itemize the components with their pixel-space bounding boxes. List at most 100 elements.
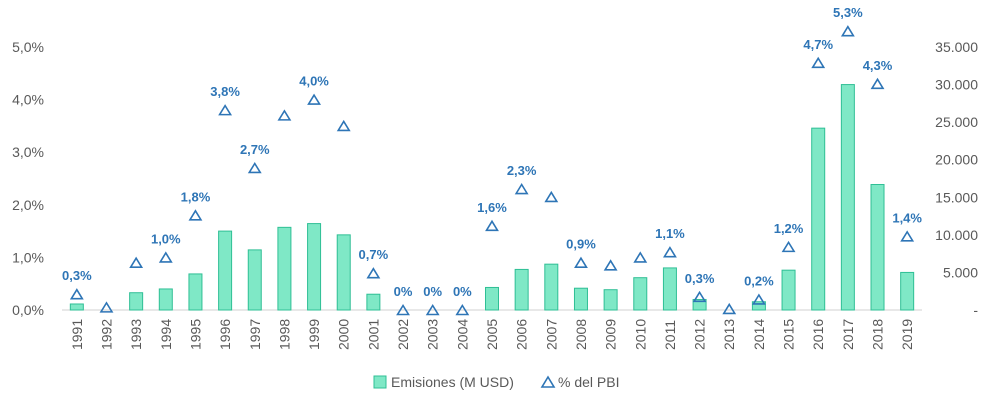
bar bbox=[692, 298, 707, 311]
pbi-marker bbox=[514, 182, 529, 195]
x-axis-tick-label: 2016 bbox=[810, 319, 826, 350]
bar bbox=[218, 230, 233, 311]
legend-triangle-icon bbox=[540, 375, 556, 388]
bar bbox=[900, 271, 915, 311]
pbi-marker bbox=[722, 302, 737, 315]
legend-bar-swatch bbox=[373, 375, 387, 389]
pbi-data-label: 0% bbox=[453, 284, 472, 299]
pbi-marker bbox=[692, 290, 707, 303]
right-axis-tick-label: - bbox=[973, 302, 978, 318]
pbi-marker bbox=[603, 259, 618, 271]
x-axis-tick-label: 1994 bbox=[158, 319, 174, 350]
pbi-data-label: 0,3% bbox=[685, 271, 715, 286]
bar bbox=[158, 288, 173, 311]
bar bbox=[69, 303, 84, 311]
x-axis-tick-label: 2001 bbox=[365, 319, 381, 350]
x-axis-tick-label: 2002 bbox=[395, 319, 411, 350]
pbi-marker bbox=[870, 77, 885, 90]
right-axis-tick-label: 30.000 bbox=[935, 77, 978, 93]
left-axis-tick-label: 0,0% bbox=[12, 302, 44, 318]
pbi-marker bbox=[544, 190, 559, 203]
pbi-marker bbox=[574, 256, 588, 268]
bar bbox=[277, 226, 292, 311]
bar bbox=[840, 84, 855, 311]
x-axis-tick-label: 1998 bbox=[276, 319, 292, 350]
bar bbox=[366, 293, 381, 311]
bar bbox=[514, 268, 529, 311]
pbi-data-label: 4,3% bbox=[863, 58, 893, 73]
pbi-data-label: 1,4% bbox=[892, 210, 922, 225]
pbi-data-label: 1,0% bbox=[151, 231, 181, 246]
pbi-marker bbox=[277, 109, 292, 121]
x-axis-tick-label: 1993 bbox=[128, 319, 144, 350]
right-axis-tick-label: 15.000 bbox=[935, 189, 978, 205]
left-axis-tick-label: 1,0% bbox=[12, 249, 44, 265]
pbi-data-label: 2,3% bbox=[507, 163, 537, 178]
x-axis-tick-label: 1991 bbox=[69, 319, 85, 350]
bar bbox=[307, 223, 322, 311]
pbi-marker bbox=[158, 251, 173, 263]
pbi-data-label: 1,2% bbox=[774, 221, 804, 236]
pbi-marker bbox=[307, 93, 321, 105]
pbi-data-label: 4,0% bbox=[299, 74, 329, 89]
x-axis-tick-label: 2004 bbox=[454, 319, 470, 350]
x-axis-tick-label: 2012 bbox=[692, 319, 708, 350]
bar bbox=[336, 234, 351, 311]
x-axis-tick-label: 2013 bbox=[721, 319, 737, 350]
x-axis-tick-label: 1992 bbox=[98, 319, 114, 350]
legend-pbi-label: % del PBI bbox=[558, 374, 619, 390]
bar bbox=[573, 287, 588, 311]
right-axis-tick-label: 25.000 bbox=[935, 114, 978, 130]
bar bbox=[485, 286, 499, 311]
right-axis-tick-label: 5.000 bbox=[943, 264, 978, 280]
x-axis-tick-label: 1996 bbox=[217, 319, 233, 350]
pbi-marker bbox=[840, 25, 855, 37]
x-axis-tick-label: 2003 bbox=[425, 319, 441, 350]
bar bbox=[247, 249, 262, 311]
x-axis-tick-label: 2005 bbox=[484, 319, 500, 350]
bar bbox=[129, 292, 144, 311]
left-axis-tick-label: 3,0% bbox=[12, 144, 44, 160]
bar bbox=[781, 269, 796, 311]
bar bbox=[870, 184, 885, 311]
pbi-marker bbox=[99, 301, 114, 313]
x-axis-tick-label: 2014 bbox=[751, 319, 767, 350]
pbi-marker bbox=[751, 293, 766, 305]
x-axis-tick-label: 2007 bbox=[543, 319, 559, 350]
x-axis-tick-label: 2009 bbox=[603, 319, 619, 350]
x-axis-tick-label: 2006 bbox=[514, 319, 530, 350]
x-axis-tick-label: 2019 bbox=[899, 319, 915, 350]
x-axis-tick-label: 2011 bbox=[662, 320, 678, 350]
x-axis-tick-label: 1999 bbox=[306, 319, 322, 350]
pbi-marker bbox=[811, 56, 826, 69]
x-axis-tick-label: 2017 bbox=[840, 319, 856, 350]
pbi-data-label: 2,7% bbox=[240, 142, 270, 157]
pbi-marker bbox=[900, 230, 915, 242]
right-axis-tick-label: 20.000 bbox=[935, 152, 978, 168]
pbi-data-label: 1,6% bbox=[477, 200, 507, 215]
pbi-data-label: 0,9% bbox=[566, 237, 596, 252]
pbi-data-label: 5,3% bbox=[833, 5, 863, 20]
pbi-data-label: 0% bbox=[394, 284, 413, 299]
bar bbox=[662, 267, 677, 311]
right-axis-tick-label: 35.000 bbox=[935, 39, 978, 55]
x-axis-tick-label: 1995 bbox=[187, 319, 203, 350]
pbi-data-label: 1,8% bbox=[181, 189, 211, 204]
x-axis-tick-label: 2008 bbox=[573, 319, 589, 350]
pbi-marker bbox=[425, 303, 440, 316]
pbi-marker bbox=[247, 161, 262, 174]
x-axis-tick-label: 1997 bbox=[247, 319, 263, 350]
bar bbox=[544, 263, 559, 311]
bar bbox=[633, 277, 648, 311]
pbi-marker bbox=[218, 104, 233, 116]
x-axis-tick-label: 2000 bbox=[336, 319, 352, 350]
pbi-marker bbox=[485, 219, 499, 232]
left-axis-tick-label: 4,0% bbox=[12, 92, 44, 108]
bar bbox=[751, 301, 766, 311]
x-axis-tick-label: 2018 bbox=[870, 319, 886, 350]
bar bbox=[811, 127, 826, 311]
left-axis-tick-label: 5,0% bbox=[12, 39, 44, 55]
pbi-marker bbox=[455, 303, 470, 316]
right-axis-tick-label: 10.000 bbox=[935, 227, 978, 243]
